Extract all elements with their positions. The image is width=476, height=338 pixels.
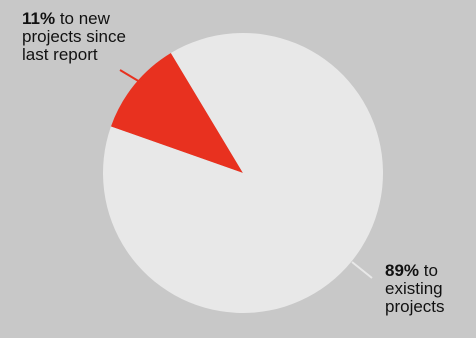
pie-slice-new-projects <box>110 53 243 173</box>
annotation-new-projects: 11% to new projects since last report <box>22 10 132 64</box>
annotation-new-projects-value: 11% <box>22 9 56 28</box>
leader-line-new-projects <box>119 69 141 83</box>
annotation-existing-projects-text: to existing projects <box>385 261 445 316</box>
annotation-existing-projects-value: 89% <box>385 261 420 280</box>
pie-slices <box>103 32 384 313</box>
annotation-existing-projects: 89% to existing projects <box>385 262 473 316</box>
annotation-new-projects-text: to new projects since last report <box>22 9 126 64</box>
leader-line-existing-projects <box>351 261 373 279</box>
pie-slice-existing-projects <box>103 32 384 313</box>
